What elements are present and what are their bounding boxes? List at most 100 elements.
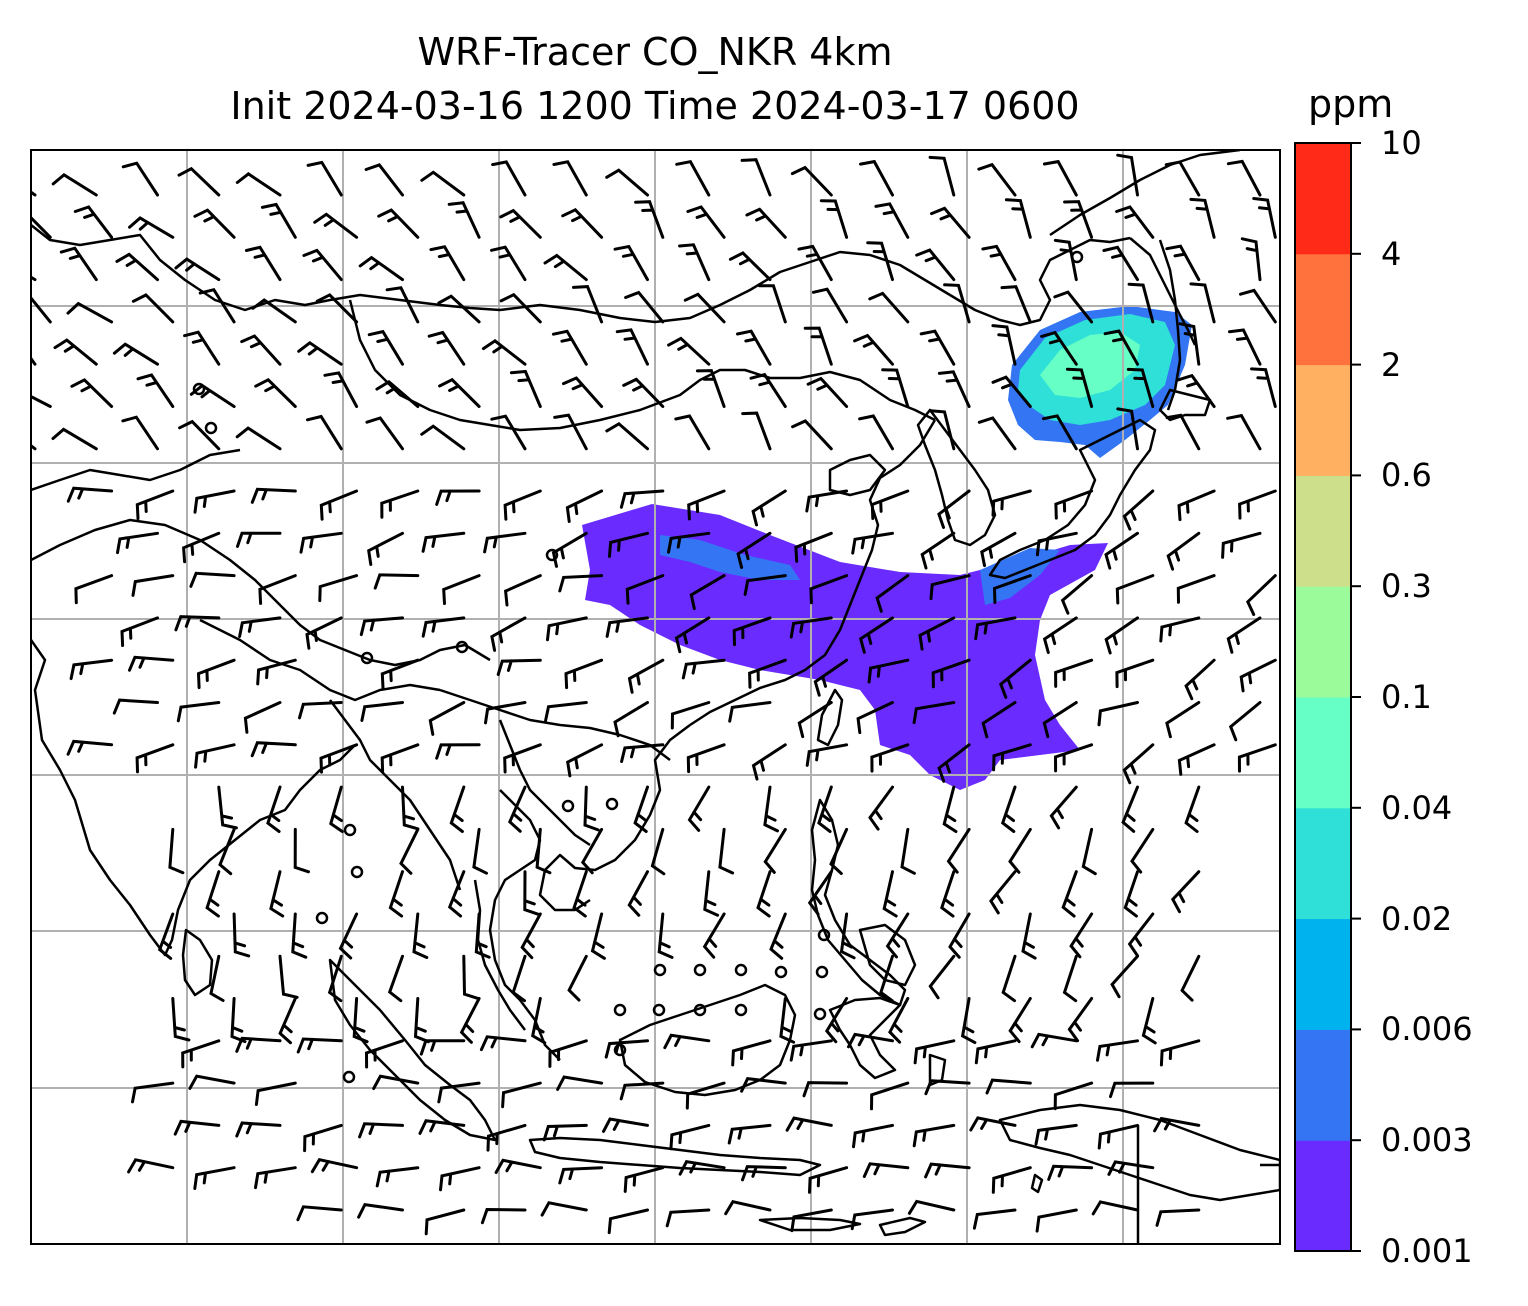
wind-barb xyxy=(912,1123,956,1148)
wind-barb xyxy=(491,160,527,197)
wind-barb xyxy=(1178,322,1201,366)
wind-barb xyxy=(583,785,600,832)
bohai-coast xyxy=(828,453,887,497)
colorbar-tick-label: 10 xyxy=(1381,124,1422,162)
wind-barb xyxy=(375,1166,420,1188)
wind-barb xyxy=(930,206,971,239)
gulf-of-thailand-coast xyxy=(488,789,561,1061)
wind-barb xyxy=(763,785,779,833)
wind-barb xyxy=(748,658,787,689)
wind-barb xyxy=(751,489,787,527)
wind-barb xyxy=(364,1039,404,1069)
wind-barb xyxy=(1081,827,1097,876)
wind-barb xyxy=(633,785,649,833)
wind-barb xyxy=(874,202,910,239)
wind-barb xyxy=(254,1166,297,1190)
wind-barb xyxy=(566,743,604,778)
wind-barb xyxy=(507,785,527,833)
wind-barb xyxy=(687,785,711,832)
wind-barb xyxy=(318,574,359,603)
wind-barb xyxy=(1035,531,1078,557)
wind-barb xyxy=(357,1202,404,1219)
wind-barb xyxy=(695,369,726,408)
wind-barb xyxy=(291,912,308,959)
wind-barb xyxy=(839,912,856,960)
wind-barb xyxy=(174,257,221,282)
wind-barb xyxy=(859,159,894,197)
wind-barb xyxy=(112,342,159,366)
wind-barb xyxy=(991,489,1032,517)
wind-barb xyxy=(870,489,910,520)
hokkaido-coast xyxy=(1158,388,1212,422)
wind-barb xyxy=(937,489,971,529)
wind-barb xyxy=(319,489,359,521)
wind-barb xyxy=(1153,1116,1201,1133)
wind-barb xyxy=(127,1158,175,1174)
wind-barb xyxy=(367,329,404,366)
wind-barb xyxy=(943,283,971,324)
wind-barb xyxy=(789,1039,833,1062)
wind-barb xyxy=(622,377,665,408)
wind-barb xyxy=(724,1199,772,1216)
wind-barb xyxy=(572,285,604,324)
wind-barb xyxy=(472,827,488,875)
wind-barb xyxy=(731,1039,772,1067)
wind-barb xyxy=(942,785,958,833)
wind-barb xyxy=(1115,205,1155,239)
central-asia-border xyxy=(31,224,501,312)
wind-barb xyxy=(809,574,849,605)
wind-barb xyxy=(1008,997,1032,1044)
colorbar-tick-label: 0.6 xyxy=(1381,456,1432,495)
colorbar-band xyxy=(1295,586,1351,698)
wind-barb xyxy=(128,216,175,239)
wind-barb xyxy=(364,163,404,197)
wind-barb xyxy=(561,207,604,239)
wind-barb xyxy=(875,574,910,613)
wind-barb xyxy=(608,531,649,558)
small-island xyxy=(1030,1173,1044,1194)
wind-barb xyxy=(1165,413,1201,451)
wind-barb xyxy=(605,421,649,451)
malay-peninsula-coast xyxy=(473,879,526,1031)
wind-barb xyxy=(929,574,971,601)
wind-barb xyxy=(919,329,956,366)
wind-barb xyxy=(615,328,649,366)
wind-barb xyxy=(1042,616,1078,654)
wind-barb xyxy=(1115,658,1155,689)
wind-barb xyxy=(520,912,542,960)
chart-subtitle: Init 2024-03-16 1200 Time 2024-03-17 060… xyxy=(230,84,1080,128)
wind-barb xyxy=(217,785,238,830)
wind-barb xyxy=(439,1166,481,1192)
wind-barb xyxy=(254,377,297,408)
wind-barb xyxy=(120,616,159,647)
wind-barb xyxy=(1177,373,1216,408)
wind-barb xyxy=(435,489,481,506)
wind-barb xyxy=(1103,329,1139,366)
wind-barb xyxy=(674,414,711,451)
wind-barb xyxy=(358,255,404,282)
wind-barb xyxy=(1054,658,1094,688)
wind-barb xyxy=(421,616,466,638)
wind-barb xyxy=(675,160,711,197)
wind-barb xyxy=(302,248,343,282)
wind-barb xyxy=(329,785,344,833)
wind-barb xyxy=(73,205,114,239)
wind-barb xyxy=(972,1208,1017,1230)
wind-barb xyxy=(624,290,665,324)
wind-barb xyxy=(937,743,971,783)
wind-barb xyxy=(51,173,98,197)
wind-barb xyxy=(243,701,282,734)
wind-barb xyxy=(1115,574,1155,605)
wind-barb xyxy=(1141,997,1157,1045)
wind-barb xyxy=(1053,743,1094,773)
wind-barb xyxy=(1104,616,1139,655)
wind-barb xyxy=(59,246,98,282)
wind-barb xyxy=(1021,912,1037,960)
wind-barb xyxy=(702,912,726,959)
wind-barb xyxy=(327,954,343,1003)
wind-barb xyxy=(1030,1032,1078,1049)
wind-barb xyxy=(503,489,542,521)
wind-barb xyxy=(678,1160,726,1176)
wind-barb xyxy=(564,658,604,690)
wind-barb xyxy=(794,531,833,563)
